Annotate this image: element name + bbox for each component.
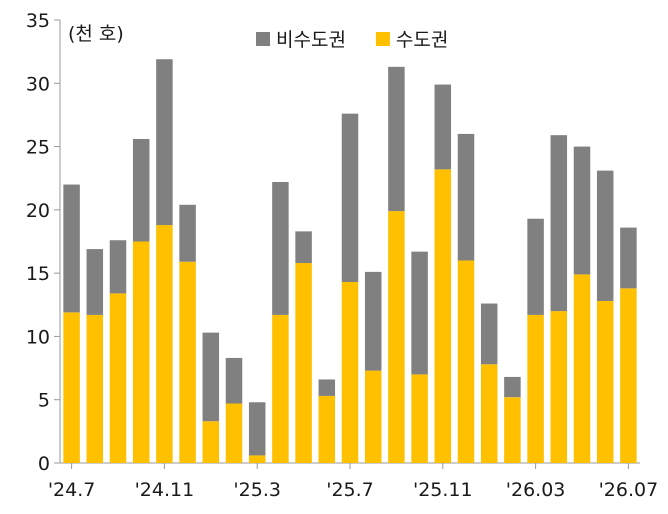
bar-segment-noncapital: [573, 146, 591, 275]
bar-segment-noncapital: [272, 182, 289, 315]
bar-segment-capital: [202, 421, 220, 463]
bar-segment-noncapital: [86, 249, 104, 315]
bar-segment-capital: [272, 314, 289, 463]
bar-segment-capital: [295, 263, 312, 463]
bar-segment-capital: [411, 374, 428, 463]
bar-segment-capital: [318, 395, 336, 463]
bar-segment-noncapital: [550, 135, 568, 312]
bar-segment-noncapital: [248, 402, 266, 456]
bar-segment-noncapital: [179, 204, 196, 262]
y-tick-label: 20: [26, 200, 50, 222]
bar-segment-noncapital: [225, 357, 243, 404]
bar-segment-noncapital: [132, 138, 150, 242]
bar-segment-noncapital: [63, 184, 80, 313]
bar-segment-noncapital: [596, 170, 614, 301]
bar-segment-capital: [364, 370, 382, 463]
bar-segment-capital: [341, 282, 359, 463]
y-tick-label: 25: [26, 137, 50, 159]
bar-segment-capital: [573, 274, 591, 463]
bar-segment-noncapital: [318, 379, 336, 396]
bar-segment-capital: [388, 211, 405, 463]
legend-swatch: [375, 32, 390, 46]
bar-segment-noncapital: [388, 66, 405, 212]
x-tick-label: '25.11: [413, 479, 473, 501]
bar-segment-capital: [457, 260, 475, 463]
legend-swatch: [256, 32, 270, 46]
bar-segment-capital: [132, 241, 150, 463]
bar-segment-noncapital: [527, 218, 544, 315]
x-tick-label: '24.7: [48, 479, 96, 501]
x-tick-label: '26.03: [506, 479, 566, 501]
legend: 비수도권 수도권: [256, 29, 448, 51]
legend-label: 비수도권: [276, 29, 346, 51]
bar-segment-capital: [527, 314, 544, 463]
bar-segment-noncapital: [364, 271, 382, 371]
x-axis: '24.7 '24.11 '25.3 '25.7 '25.11 '26.03 '26.07: [48, 462, 659, 501]
y-tick-label: 35: [26, 10, 50, 32]
bar-segment-noncapital: [480, 303, 498, 365]
bar-segment-capital: [63, 312, 80, 463]
bar-segment-noncapital: [295, 231, 312, 264]
bar-segment-noncapital: [341, 113, 359, 282]
y-axis: 0 5 10 15 20 25 30 35: [26, 10, 61, 475]
x-tick-label: '24.11: [135, 479, 195, 501]
bar-segment-capital: [480, 364, 498, 463]
bar-segment-capital: [434, 169, 452, 463]
bar-segment-capital: [156, 225, 173, 463]
x-tick-label: '25.3: [233, 479, 281, 501]
y-tick-label: 5: [38, 390, 50, 412]
bar-segment-capital: [550, 311, 568, 463]
bar-segment-noncapital: [457, 133, 475, 261]
bar-segment-noncapital: [109, 240, 127, 294]
bar-segment-noncapital: [620, 227, 637, 289]
bar-segment-capital: [86, 314, 104, 463]
bar-segment-capital: [620, 288, 637, 463]
unit-label: (천 호): [68, 23, 124, 45]
bar-segment-noncapital: [202, 332, 220, 422]
x-tick-label: '26.07: [599, 479, 659, 501]
bar-segment-capital: [596, 300, 614, 463]
y-tick-label: 0: [38, 453, 50, 475]
bar-segment-noncapital: [504, 376, 521, 398]
bar-segment-capital: [179, 261, 196, 463]
y-tick-label: 10: [26, 326, 50, 348]
y-tick-label: 15: [26, 263, 50, 285]
bars: [63, 59, 637, 463]
bar-segment-noncapital: [434, 84, 452, 170]
bar-segment-capital: [248, 455, 266, 463]
bar-segment-capital: [225, 403, 243, 463]
bar-segment-capital: [504, 397, 521, 463]
legend-label: 수도권: [396, 29, 448, 51]
bar-segment-noncapital: [411, 251, 428, 375]
bar-segment-capital: [109, 293, 127, 463]
y-tick-label: 30: [26, 73, 50, 95]
bar-segment-noncapital: [156, 59, 173, 226]
x-tick-label: '25.7: [326, 479, 374, 501]
